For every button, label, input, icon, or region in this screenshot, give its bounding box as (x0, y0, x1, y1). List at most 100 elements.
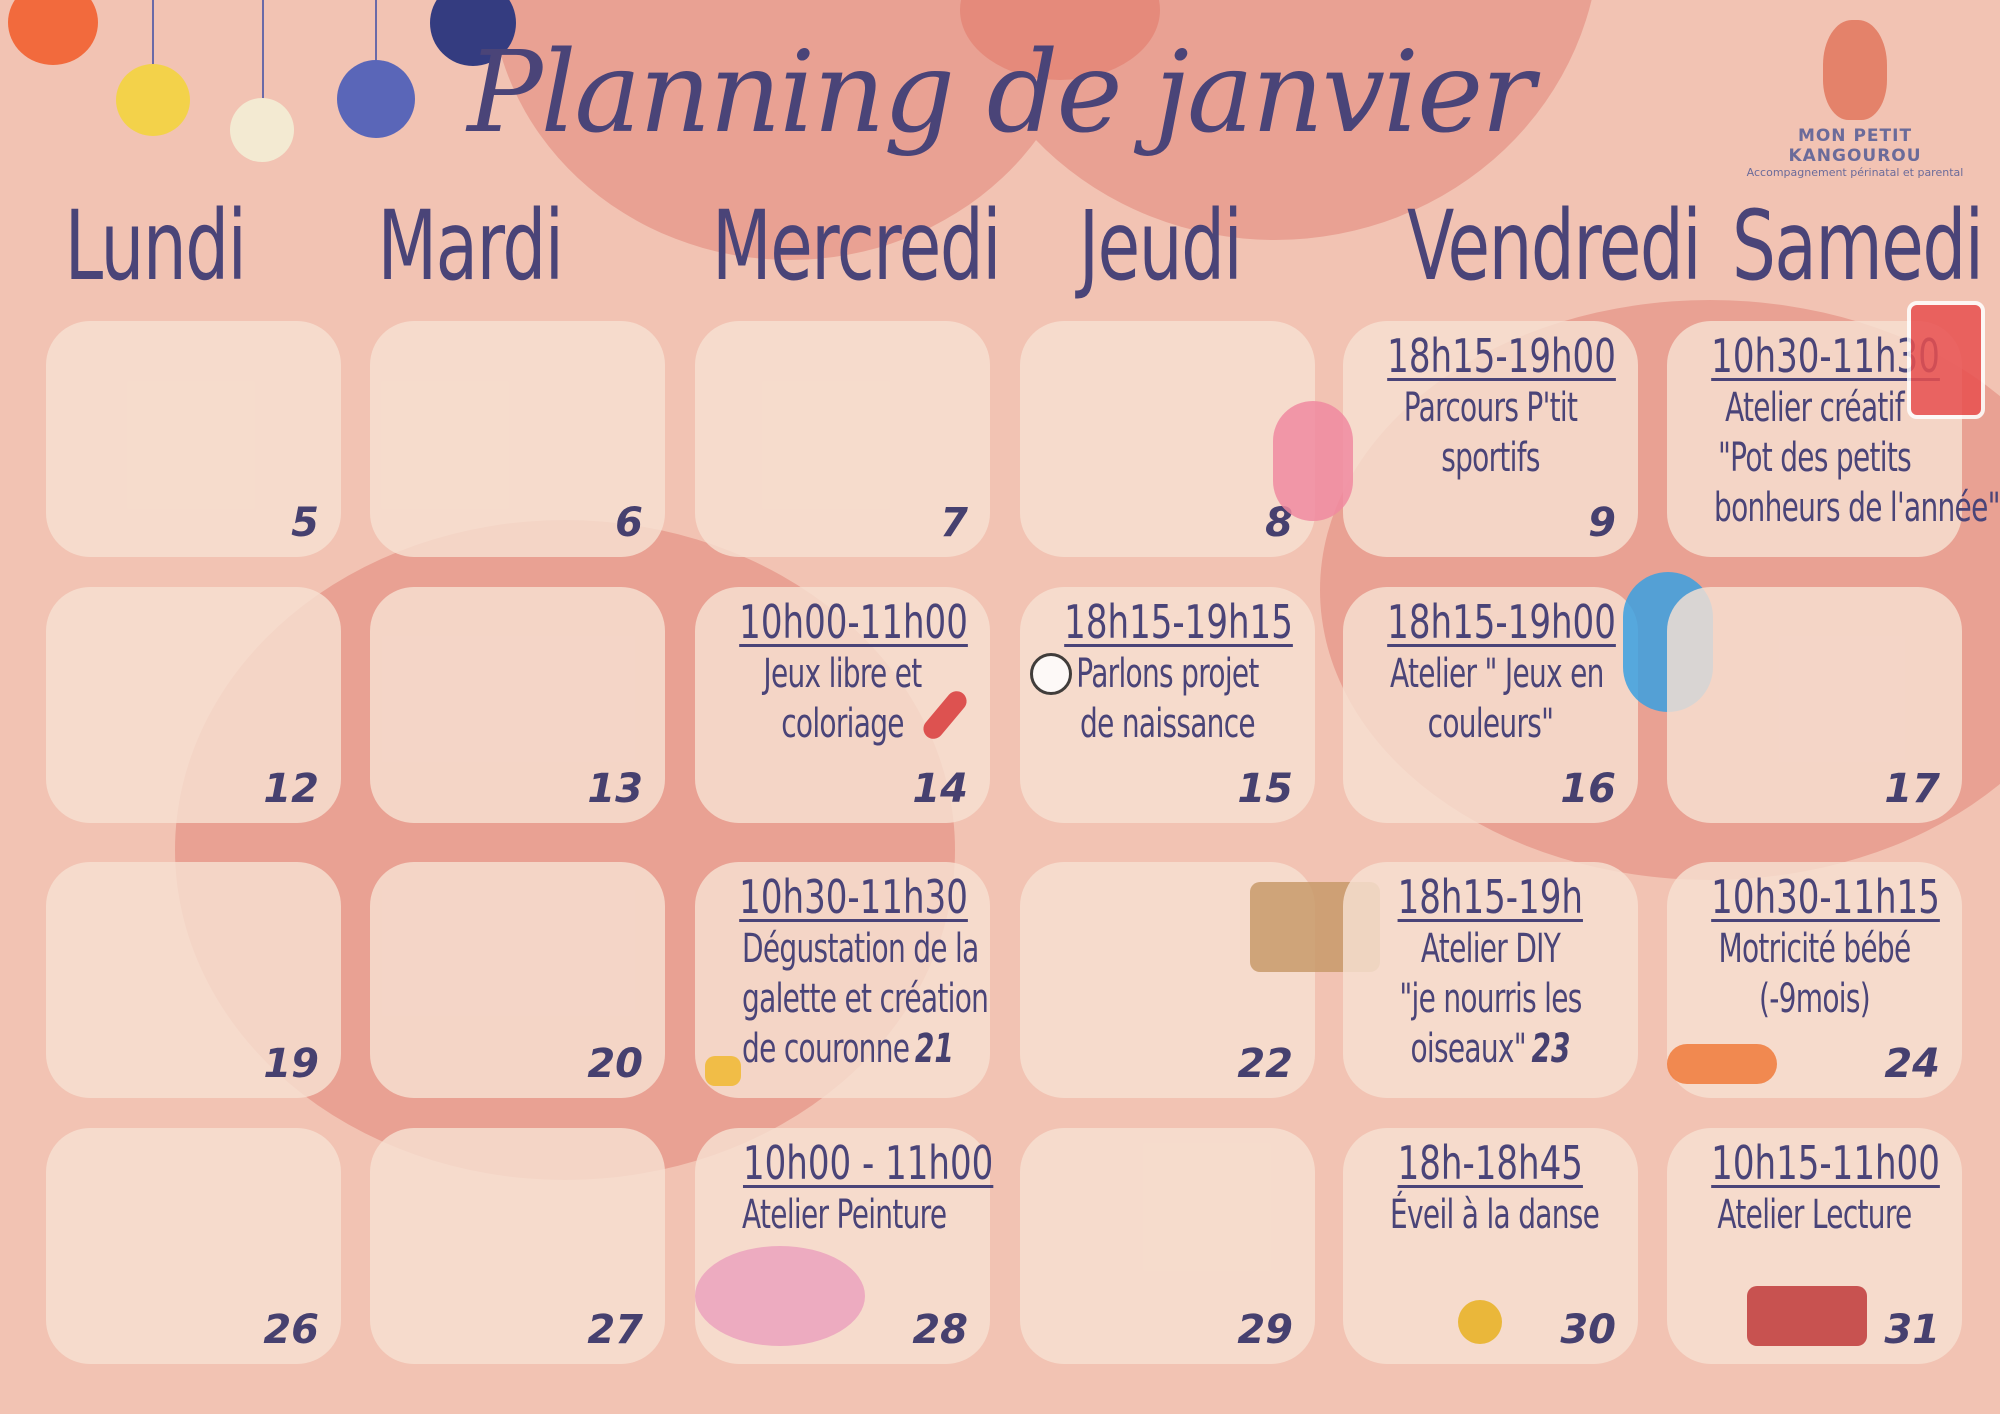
day-header-mardi: Mardi (377, 190, 564, 302)
heart-jar-icon (1907, 301, 1985, 419)
event-title-text: Atelier créatif (1725, 385, 1905, 431)
event-title-text: de naissance (1080, 701, 1256, 747)
day-number: 24 (1884, 1041, 1940, 1087)
event-title-text: coloriage (781, 701, 904, 747)
day-header-jeudi: Jeudi (1078, 190, 1243, 302)
day-number: 16 (1560, 766, 1616, 812)
day-number: 9 (1588, 500, 1616, 546)
logo-tagline: Accompagnement périnatal et parental (1746, 166, 1964, 179)
event-title-text: couleurs" (1427, 701, 1554, 747)
event-title-text: Motricité bébé (1718, 926, 1911, 972)
page-title: Planning de janvier (467, 28, 1535, 158)
calendar-day-19: 19 (46, 862, 341, 1098)
event-title-text: Éveil à la danse (1390, 1192, 1600, 1238)
event-title-line: Atelier Peinture (742, 1190, 947, 1240)
crown-icon (705, 1056, 741, 1086)
event-title-line: Jeux libre et (742, 649, 943, 699)
day-number: 5 (291, 500, 319, 546)
event-time: 10h30-11h30 (1711, 329, 1940, 383)
event-title-line: bonheurs de l'année"10 (1714, 483, 2000, 533)
day-number: 26 (263, 1307, 319, 1353)
calendar-day-27: 27 (370, 1128, 665, 1364)
event-title-line: "je nourris les (1390, 974, 1591, 1024)
pompom-decoration (116, 64, 190, 136)
event-title-line: oiseaux" 23 (1390, 1024, 1591, 1074)
logo-name: MON PETIT KANGOUROU (1788, 126, 1922, 166)
day-number: 13 (587, 766, 643, 812)
day-header-vendredi: Vendredi (1407, 190, 1702, 302)
event-title-line: "Pot des petits (1714, 433, 1915, 483)
event-title-text: galette et création (742, 976, 989, 1022)
event-time: 10h00 - 11h00 (742, 1136, 994, 1190)
day-number: 21 (914, 1026, 954, 1072)
event-time: 18h15-19h00 (1387, 329, 1616, 383)
calendar-day-12: 12 (46, 587, 341, 823)
calendar-day-10: 10h30-11h30 Atelier créatif "Pot des petit… (1667, 301, 2000, 557)
pompom-string (152, 0, 154, 70)
day-header-samedi: Samedi (1732, 190, 1984, 302)
event-title-text: Jeux libre et (763, 651, 922, 697)
day-header-mercredi: Mercredi (712, 190, 1001, 302)
calendar-day-17: 17 (1667, 587, 1962, 823)
event-time: 18h-18h45 (1397, 1136, 1584, 1190)
kangaroo-icon (1823, 20, 1887, 120)
event-title-line: Motricité bébé (1714, 924, 1915, 974)
event-title-line: (-9mois) (1714, 974, 1915, 1024)
event-title-text: Parcours P'tit (1403, 385, 1578, 431)
baby-icon (1667, 1044, 1777, 1084)
calendar-day-22: 22 (1020, 862, 1380, 1098)
event-title-text: oiseaux" (1410, 1026, 1526, 1072)
event-title-line: Atelier Lecture (1714, 1190, 1915, 1240)
event-title-text: Dégustation de la (742, 926, 979, 972)
event-time: 18h15-19h00 (1387, 595, 1616, 649)
day-number: 19 (263, 1041, 319, 1087)
day-header-lundi: Lundi (64, 190, 247, 302)
calendar-day-7: 7 (695, 321, 990, 557)
event-title-line: Atelier " Jeux en (1390, 649, 1604, 699)
day-number: 7 (940, 500, 968, 546)
day-number: 22 (1237, 1041, 1293, 1087)
calendar-day-6: 6 (370, 321, 665, 557)
event-time: 10h30-11h15 (1711, 870, 1940, 924)
calendar-day-16: 18h15-19h00 Atelier " Jeux en couleurs" 16 (1343, 572, 1713, 823)
event-title-text: Atelier DIY (1420, 926, 1561, 972)
day-number: 15 (1237, 766, 1293, 812)
event-title-line: sportifs (1390, 433, 1591, 483)
pompom-decoration (430, 0, 516, 66)
day-number: 28 (912, 1307, 968, 1353)
event-title-line: Atelier DIY (1390, 924, 1591, 974)
event-title-line: Dégustation de la (742, 924, 979, 974)
event-title-text: "je nourris les (1399, 976, 1582, 1022)
event-time: 18h15-19h (1397, 870, 1584, 924)
day-number: 17 (1884, 766, 1940, 812)
event-time: 18h15-19h15 (1064, 595, 1293, 649)
calendar-day-15: 18h15-19h15 Parlons projet de naissance 15 (1020, 587, 1315, 823)
day-number: 14 (912, 766, 968, 812)
event-title-text: Atelier Lecture (1717, 1192, 1912, 1238)
event-title-text: Atelier Peinture (742, 1192, 947, 1238)
calendar-day-9: 18h15-19h00 Parcours P'tit sportifs 9 (1273, 321, 1638, 557)
calendar-day-20: 20 (370, 862, 665, 1098)
event-title-line: coloriage (742, 699, 943, 749)
books-icon (1747, 1286, 1867, 1346)
children-playing-icon (1273, 401, 1353, 521)
event-time: 10h30-11h30 (739, 870, 968, 924)
day-number: 30 (1560, 1307, 1616, 1353)
day-number: 6 (615, 500, 643, 546)
day-number: 29 (1237, 1307, 1293, 1353)
day-number: 27 (587, 1307, 643, 1353)
calendar-day-13: 13 (370, 587, 665, 823)
calendar-day-30: 18h-18h45 Éveil à la danse 30 (1343, 1128, 1638, 1364)
event-time: 10h15-11h00 (1711, 1136, 1940, 1190)
calendar-day-28: 10h00 - 11h00 Atelier Peinture 28 (695, 1128, 994, 1364)
dancers-icon (1458, 1300, 1502, 1344)
paint-splash-icon (695, 1246, 865, 1346)
event-title-line: galette et création (742, 974, 989, 1024)
event-title-text: Parlons projet (1076, 651, 1259, 697)
event-title-text: (-9mois) (1759, 976, 1871, 1022)
event-title-line: couleurs" (1390, 699, 1591, 749)
event-title-line: Éveil à la danse (1390, 1190, 1600, 1240)
event-title-line: Atelier créatif (1714, 383, 1915, 433)
calendar-day-24: 10h30-11h15 Motricité bébé (-9mois) 24 (1667, 862, 1962, 1098)
calendar-day-23: 18h15-19h Atelier DIY "je nourris les oisea… (1343, 862, 1638, 1098)
